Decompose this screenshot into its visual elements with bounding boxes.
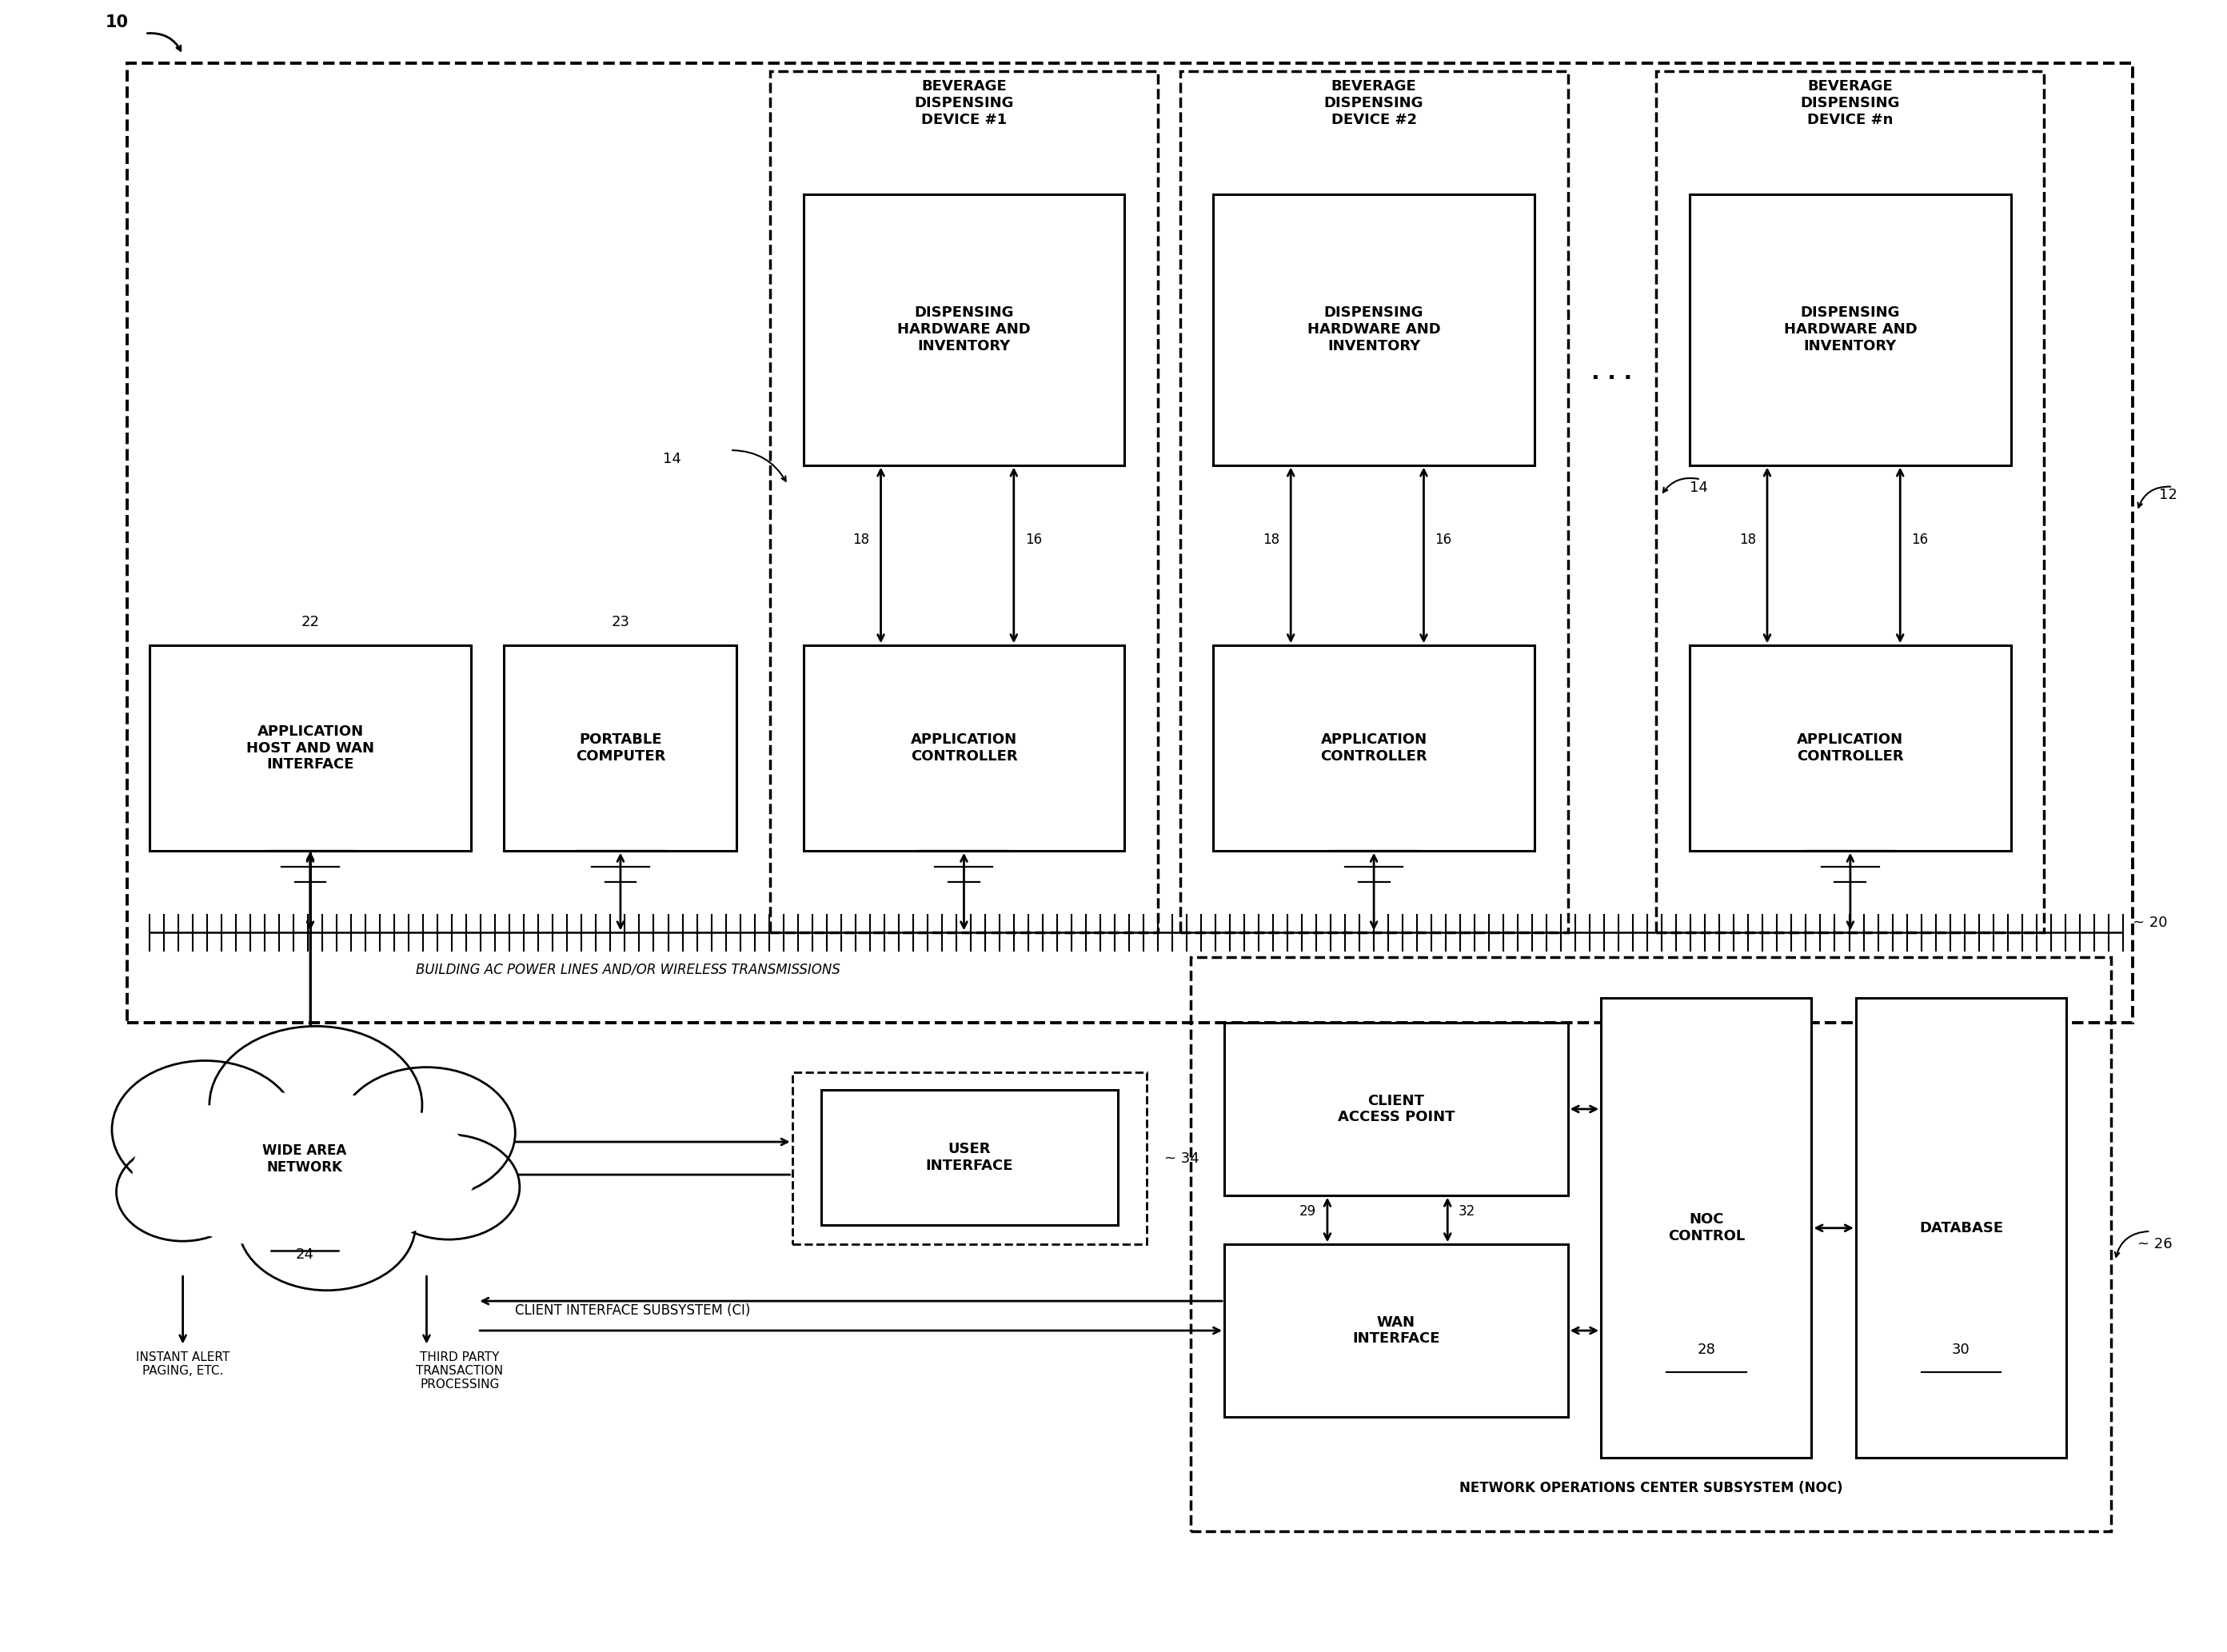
Bar <box>1191 957 2111 1531</box>
Text: CLIENT INTERFACE SUBSYSTEM (CI): CLIENT INTERFACE SUBSYSTEM (CI) <box>514 1303 750 1317</box>
Text: 14: 14 <box>664 451 681 466</box>
Bar <box>1214 646 1534 851</box>
Text: 14: 14 <box>1690 481 1708 494</box>
Bar <box>771 71 1158 933</box>
Text: . . .: . . . <box>1592 362 1632 383</box>
Text: 16: 16 <box>1024 532 1042 547</box>
Text: 10: 10 <box>105 15 129 30</box>
Text: DISPENSING
HARDWARE AND
INVENTORY: DISPENSING HARDWARE AND INVENTORY <box>897 306 1031 354</box>
Bar <box>793 1072 1147 1244</box>
Text: NOC
CONTROL: NOC CONTROL <box>1668 1213 1744 1244</box>
Bar <box>1855 998 2067 1457</box>
Text: 24: 24 <box>296 1247 314 1262</box>
Text: DISPENSING
HARDWARE AND
INVENTORY: DISPENSING HARDWARE AND INVENTORY <box>1307 306 1441 354</box>
Text: 22: 22 <box>301 615 318 629</box>
Circle shape <box>238 1160 416 1290</box>
Text: USER
INTERFACE: USER INTERFACE <box>926 1142 1013 1173</box>
Text: APPLICATION
CONTROLLER: APPLICATION CONTROLLER <box>1797 732 1904 763</box>
Text: DATABASE: DATABASE <box>1920 1221 2002 1236</box>
Text: WAN
INTERFACE: WAN INTERFACE <box>1352 1315 1441 1346</box>
Text: WIDE AREA
NETWORK: WIDE AREA NETWORK <box>263 1143 347 1175</box>
Text: 23: 23 <box>610 615 630 629</box>
Text: THIRD PARTY
TRANSACTION
PROCESSING: THIRD PARTY TRANSACTION PROCESSING <box>416 1351 503 1391</box>
Text: 32: 32 <box>1459 1204 1477 1219</box>
Text: CLIENT
ACCESS POINT: CLIENT ACCESS POINT <box>1338 1094 1454 1125</box>
Text: 18: 18 <box>853 532 871 547</box>
Bar <box>1690 646 2011 851</box>
Bar <box>822 1090 1118 1224</box>
Text: ~ 34: ~ 34 <box>1165 1151 1200 1165</box>
Bar <box>1214 195 1534 464</box>
Bar <box>1657 71 2044 933</box>
Bar <box>149 646 470 851</box>
Circle shape <box>379 1135 519 1239</box>
Text: DISPENSING
HARDWARE AND
INVENTORY: DISPENSING HARDWARE AND INVENTORY <box>1784 306 1917 354</box>
Text: 16: 16 <box>1911 532 1929 547</box>
Bar <box>1180 71 1568 933</box>
Text: PORTABLE
COMPUTER: PORTABLE COMPUTER <box>575 732 666 763</box>
Text: BEVERAGE
DISPENSING
DEVICE #2: BEVERAGE DISPENSING DEVICE #2 <box>1325 79 1423 127</box>
Bar <box>804 646 1125 851</box>
Bar <box>127 63 2133 1023</box>
Circle shape <box>111 1061 298 1198</box>
Text: APPLICATION
HOST AND WAN
INTERFACE: APPLICATION HOST AND WAN INTERFACE <box>247 724 374 771</box>
Text: INSTANT ALERT
PAGING, ETC.: INSTANT ALERT PAGING, ETC. <box>136 1351 229 1378</box>
Circle shape <box>339 1067 514 1198</box>
Text: APPLICATION
CONTROLLER: APPLICATION CONTROLLER <box>1321 732 1428 763</box>
Text: ~ 20: ~ 20 <box>2133 915 2167 930</box>
Text: 29: 29 <box>1298 1204 1316 1219</box>
Bar <box>804 195 1125 464</box>
Bar <box>1225 1023 1568 1194</box>
Text: NETWORK OPERATIONS CENTER SUBSYSTEM (NOC): NETWORK OPERATIONS CENTER SUBSYSTEM (NOC… <box>1459 1482 1842 1495</box>
Bar <box>1225 1244 1568 1417</box>
Bar <box>1601 998 1811 1457</box>
Text: 30: 30 <box>1953 1343 1971 1358</box>
Bar <box>1690 195 2011 464</box>
Text: 18: 18 <box>1263 532 1281 547</box>
Bar <box>503 646 737 851</box>
Text: 18: 18 <box>1739 532 1757 547</box>
Text: 16: 16 <box>1434 532 1452 547</box>
Text: BUILDING AC POWER LINES AND/OR WIRELESS TRANSMISSIONS: BUILDING AC POWER LINES AND/OR WIRELESS … <box>416 961 840 976</box>
Circle shape <box>209 1026 423 1184</box>
Text: 12: 12 <box>2160 487 2178 502</box>
Text: APPLICATION
CONTROLLER: APPLICATION CONTROLLER <box>911 732 1018 763</box>
Circle shape <box>116 1143 249 1241</box>
Text: ~ 26: ~ 26 <box>2138 1237 2171 1252</box>
Ellipse shape <box>134 1092 477 1249</box>
Text: BEVERAGE
DISPENSING
DEVICE #1: BEVERAGE DISPENSING DEVICE #1 <box>913 79 1013 127</box>
Text: BEVERAGE
DISPENSING
DEVICE #n: BEVERAGE DISPENSING DEVICE #n <box>1799 79 1900 127</box>
Text: 28: 28 <box>1697 1343 1715 1358</box>
